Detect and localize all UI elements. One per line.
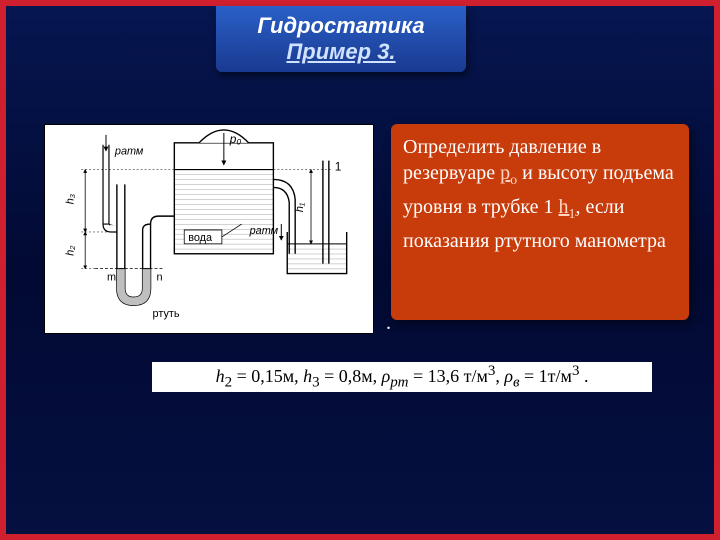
title-box: Гидростатика Пример 3.: [216, 6, 466, 72]
label-one: 1: [335, 160, 342, 174]
title-line-2: Пример 3.: [286, 39, 395, 65]
var-p0: pо: [500, 162, 517, 184]
label-water: вода: [188, 232, 213, 244]
label-m: m: [107, 272, 116, 284]
label-patm-left: pатм: [114, 146, 144, 158]
label-h3: h₃: [64, 193, 76, 204]
label-n: n: [157, 272, 163, 284]
slide: Гидростатика Пример 3.: [0, 0, 720, 540]
problem-trailing-period: .: [386, 312, 391, 335]
var-h1: h1: [559, 196, 576, 218]
problem-text: Определить давление в резервуаре pо и вы…: [403, 134, 677, 254]
label-patm-right: pатм: [249, 225, 279, 237]
label-h1: h₁: [294, 202, 306, 212]
label-mercury: ртуть: [153, 308, 180, 320]
title-line-1: Гидростатика: [257, 13, 424, 39]
given-values-box: h2 = 0,15м, h3 = 0,8м, ρрт = 13,6 т/м3, …: [152, 362, 652, 392]
problem-box: Определить давление в резервуаре pо и вы…: [391, 124, 689, 320]
given-values: h2 = 0,15м, h3 = 0,8м, ρрт = 13,6 т/м3, …: [216, 363, 589, 392]
label-p0: p₀: [229, 132, 242, 146]
label-h2: h₂: [64, 245, 76, 256]
diagram: p₀ pатм m n ртуть h₃: [44, 124, 374, 334]
hydrostatics-diagram: p₀ pатм m n ртуть h₃: [45, 125, 373, 333]
